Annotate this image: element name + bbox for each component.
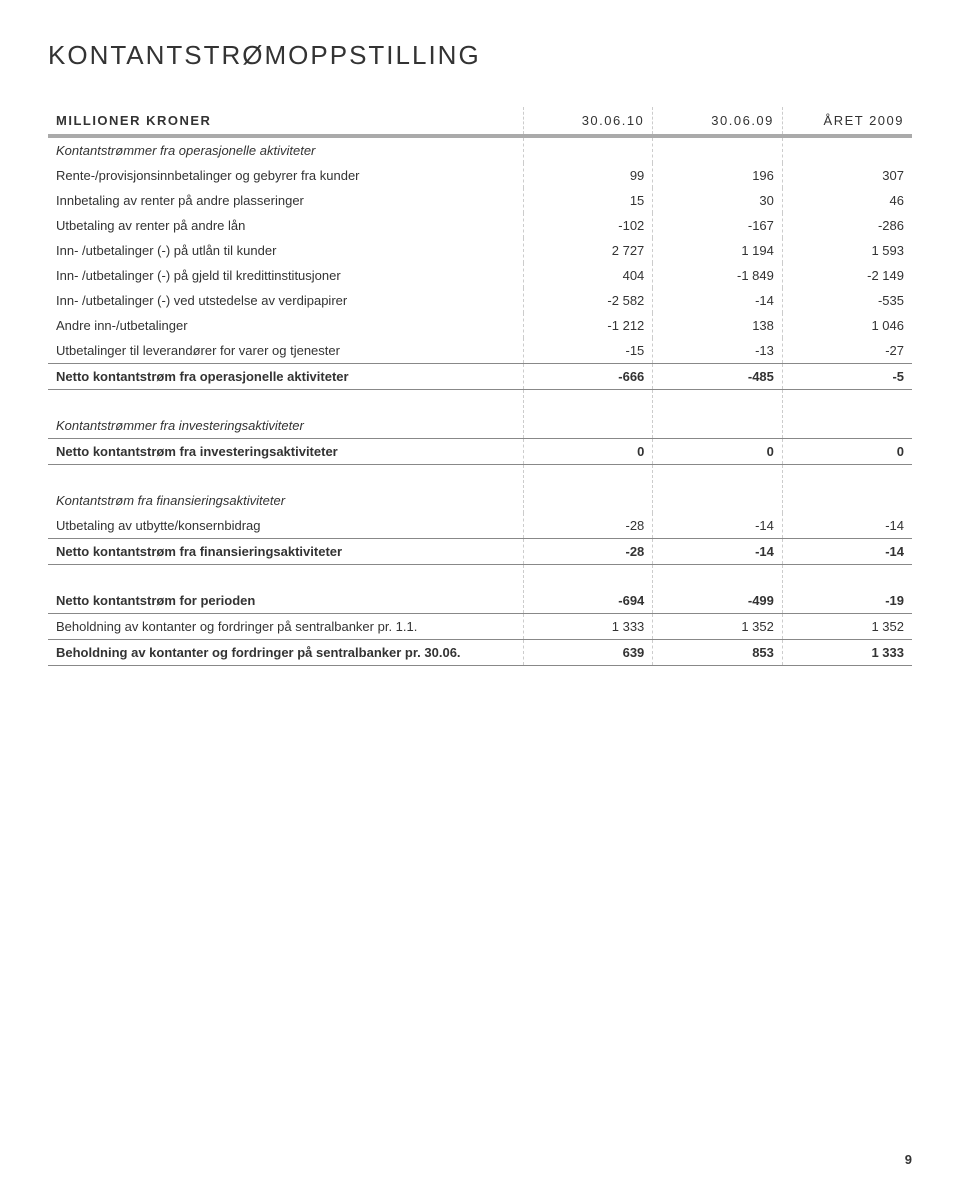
row-value: -5 xyxy=(782,364,912,390)
data-row: Inn- /utbetalinger (-) ved utstedelse av… xyxy=(48,288,912,313)
row-value: 307 xyxy=(782,163,912,188)
row-label: Inn- /utbetalinger (-) ved utstedelse av… xyxy=(48,288,523,313)
row-value xyxy=(523,136,653,163)
row-label: Andre inn-/utbetalinger xyxy=(48,313,523,338)
row-label: Netto kontantstrøm fra investeringsaktiv… xyxy=(48,439,523,465)
data-row: Utbetaling av utbytte/konsernbidrag-28-1… xyxy=(48,513,912,539)
row-value: -14 xyxy=(653,513,783,539)
row-value: -28 xyxy=(523,513,653,539)
header-col-3: ÅRET 2009 xyxy=(782,107,912,134)
row-value: -2 149 xyxy=(782,263,912,288)
row-value: -19 xyxy=(782,565,912,614)
header-label: MILLIONER KRONER xyxy=(48,107,523,134)
section-total: Netto kontantstrøm fra finansieringsakti… xyxy=(48,539,912,565)
row-value: 1 352 xyxy=(653,614,783,640)
section-total: Netto kontantstrøm fra operasjonelle akt… xyxy=(48,364,912,390)
row-value xyxy=(782,390,912,439)
page-number: 9 xyxy=(905,1152,912,1167)
row-value: 1 333 xyxy=(782,640,912,666)
row-value: 1 352 xyxy=(782,614,912,640)
row-label: Rente-/provisjonsinnbetalinger og gebyre… xyxy=(48,163,523,188)
row-label: Inn- /utbetalinger (-) på utlån til kund… xyxy=(48,238,523,263)
row-label: Utbetalinger til leverandører for varer … xyxy=(48,338,523,364)
row-value: 1 333 xyxy=(523,614,653,640)
page-title: KONTANTSTRØMOPPSTILLING xyxy=(48,40,912,71)
row-value: 2 727 xyxy=(523,238,653,263)
row-value: -28 xyxy=(523,539,653,565)
summary-row: Netto kontantstrøm for perioden-694-499-… xyxy=(48,565,912,614)
row-value: -2 582 xyxy=(523,288,653,313)
row-value: 1 046 xyxy=(782,313,912,338)
row-value: -1 849 xyxy=(653,263,783,288)
row-value: -485 xyxy=(653,364,783,390)
data-row: Utbetalinger til leverandører for varer … xyxy=(48,338,912,364)
row-value: 0 xyxy=(523,439,653,465)
row-value: 0 xyxy=(782,439,912,465)
table-header-row: MILLIONER KRONER 30.06.10 30.06.09 ÅRET … xyxy=(48,107,912,134)
row-label: Kontantstrømmer fra investeringsaktivite… xyxy=(48,390,523,439)
row-value: -15 xyxy=(523,338,653,364)
row-value: -13 xyxy=(653,338,783,364)
data-row: Inn- /utbetalinger (-) på gjeld til kred… xyxy=(48,263,912,288)
row-value: -286 xyxy=(782,213,912,238)
row-value: -14 xyxy=(653,288,783,313)
row-value: -14 xyxy=(782,539,912,565)
row-value: -14 xyxy=(782,513,912,539)
section-heading: Kontantstrømmer fra operasjonelle aktivi… xyxy=(48,136,912,163)
row-value: 46 xyxy=(782,188,912,213)
row-value xyxy=(653,390,783,439)
data-row: Inn- /utbetalinger (-) på utlån til kund… xyxy=(48,238,912,263)
row-value: -1 212 xyxy=(523,313,653,338)
header-col-2: 30.06.09 xyxy=(653,107,783,134)
row-value: 30 xyxy=(653,188,783,213)
row-value: -694 xyxy=(523,565,653,614)
row-value xyxy=(782,465,912,514)
row-value xyxy=(523,465,653,514)
section-total: Netto kontantstrøm fra investeringsaktiv… xyxy=(48,439,912,465)
data-row: Andre inn-/utbetalinger-1 2121381 046 xyxy=(48,313,912,338)
data-row: Utbetaling av renter på andre lån-102-16… xyxy=(48,213,912,238)
row-value: 138 xyxy=(653,313,783,338)
row-value: 1 593 xyxy=(782,238,912,263)
row-label: Utbetaling av renter på andre lån xyxy=(48,213,523,238)
data-row: Innbetaling av renter på andre plasserin… xyxy=(48,188,912,213)
row-label: Beholdning av kontanter og fordringer på… xyxy=(48,614,523,640)
row-label: Innbetaling av renter på andre plasserin… xyxy=(48,188,523,213)
row-label: Kontantstrømmer fra operasjonelle aktivi… xyxy=(48,136,523,163)
section-heading: Kontantstrøm fra finansieringsaktivitete… xyxy=(48,465,912,514)
section-heading: Kontantstrømmer fra investeringsaktivite… xyxy=(48,390,912,439)
row-value xyxy=(653,136,783,163)
row-label: Beholdning av kontanter og fordringer på… xyxy=(48,640,523,666)
cashflow-table: MILLIONER KRONER 30.06.10 30.06.09 ÅRET … xyxy=(48,107,912,666)
row-value: 99 xyxy=(523,163,653,188)
row-value: 196 xyxy=(653,163,783,188)
row-value: -535 xyxy=(782,288,912,313)
row-value: -666 xyxy=(523,364,653,390)
row-value: 639 xyxy=(523,640,653,666)
row-value xyxy=(523,390,653,439)
row-value xyxy=(782,136,912,163)
row-label: Netto kontantstrøm for perioden xyxy=(48,565,523,614)
header-col-1: 30.06.10 xyxy=(523,107,653,134)
row-label: Netto kontantstrøm fra operasjonelle akt… xyxy=(48,364,523,390)
row-label: Inn- /utbetalinger (-) på gjeld til kred… xyxy=(48,263,523,288)
row-value xyxy=(653,465,783,514)
row-value: 853 xyxy=(653,640,783,666)
row-value: 404 xyxy=(523,263,653,288)
row-value: -14 xyxy=(653,539,783,565)
row-label: Netto kontantstrøm fra finansieringsakti… xyxy=(48,539,523,565)
data-row: Rente-/provisjonsinnbetalinger og gebyre… xyxy=(48,163,912,188)
row-label: Kontantstrøm fra finansieringsaktivitete… xyxy=(48,465,523,514)
row-value: -27 xyxy=(782,338,912,364)
row-value: 15 xyxy=(523,188,653,213)
row-label: Utbetaling av utbytte/konsernbidrag xyxy=(48,513,523,539)
summary-row: Beholdning av kontanter og fordringer på… xyxy=(48,640,912,666)
row-value: 0 xyxy=(653,439,783,465)
row-value: -167 xyxy=(653,213,783,238)
row-value: -499 xyxy=(653,565,783,614)
row-value: -102 xyxy=(523,213,653,238)
row-value: 1 194 xyxy=(653,238,783,263)
summary-row: Beholdning av kontanter og fordringer på… xyxy=(48,614,912,640)
